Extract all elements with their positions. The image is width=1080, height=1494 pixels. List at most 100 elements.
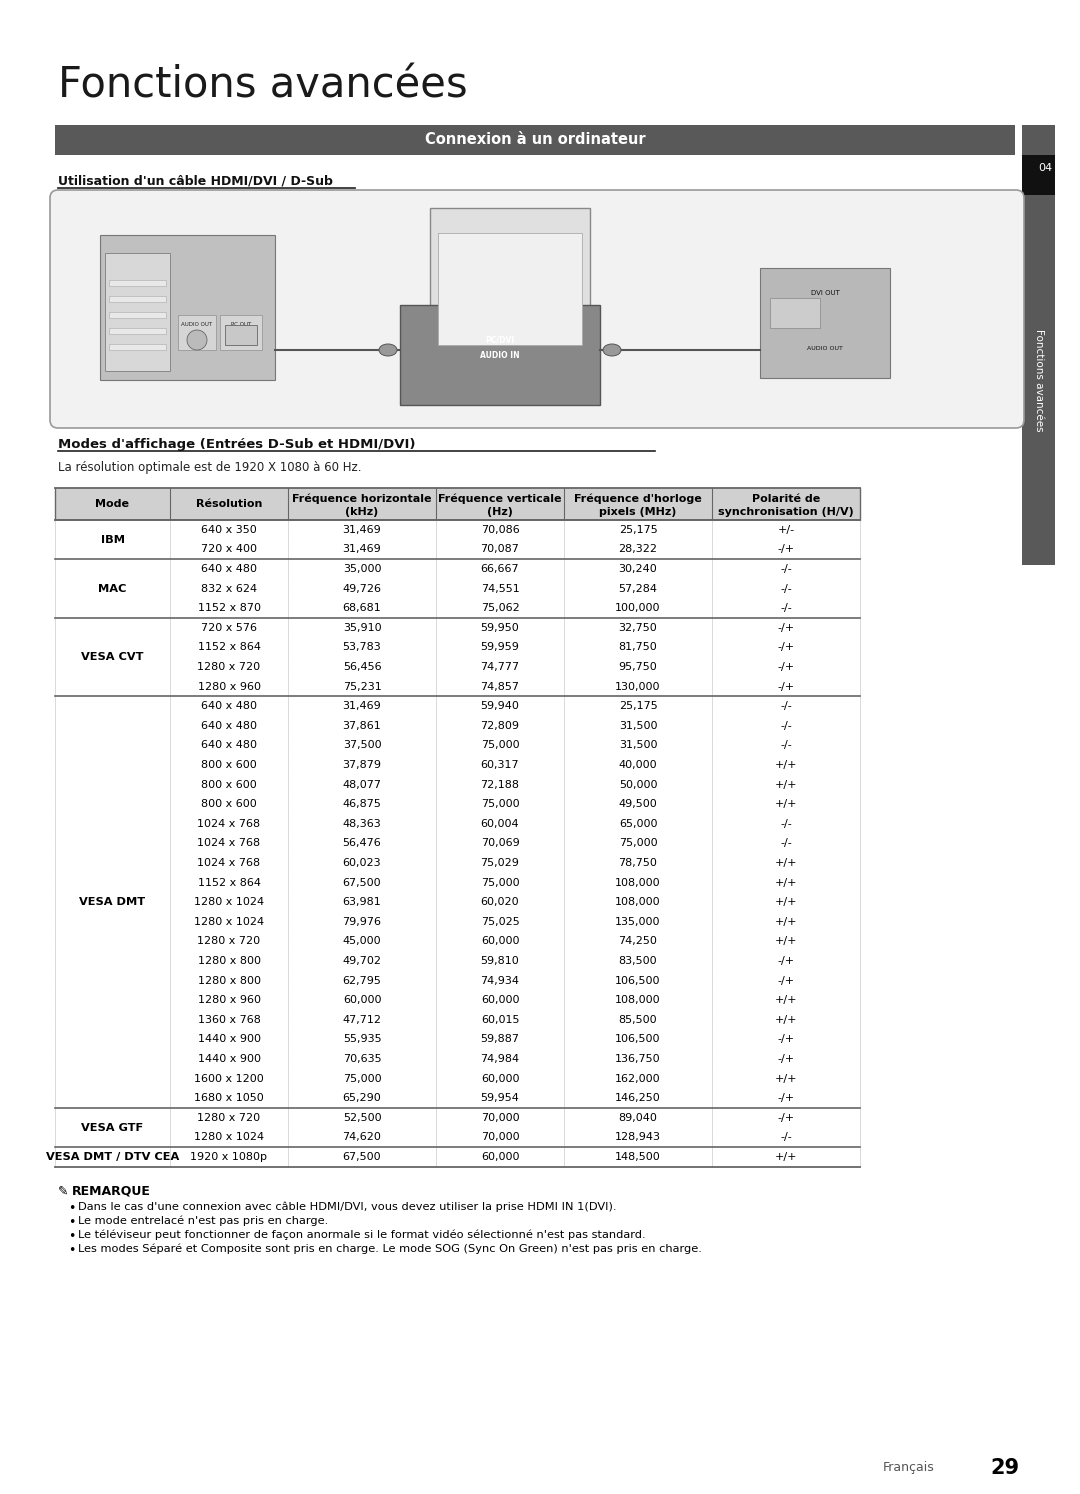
Text: 800 x 600: 800 x 600	[201, 760, 257, 769]
Text: 1280 x 960: 1280 x 960	[198, 995, 260, 1005]
Text: -/-: -/-	[780, 584, 792, 593]
Text: VESA DMT: VESA DMT	[80, 898, 146, 907]
Text: 74,984: 74,984	[481, 1053, 519, 1064]
Text: 32,750: 32,750	[619, 623, 658, 633]
Text: 55,935: 55,935	[342, 1034, 381, 1044]
Text: 65,290: 65,290	[342, 1094, 381, 1103]
Text: 66,667: 66,667	[481, 565, 519, 574]
Text: 1280 x 720: 1280 x 720	[198, 1113, 260, 1123]
Bar	[55, 677, 860, 696]
Text: Fréquence horizontale: Fréquence horizontale	[293, 493, 432, 505]
Text: 57,284: 57,284	[619, 584, 658, 593]
Text: 52,500: 52,500	[342, 1113, 381, 1123]
Text: MAC: MAC	[98, 584, 126, 593]
Text: 60,000: 60,000	[481, 1152, 519, 1162]
Text: 50,000: 50,000	[619, 780, 658, 790]
Bar	[109, 296, 166, 302]
Text: ✎: ✎	[58, 1185, 68, 1198]
Text: 74,934: 74,934	[481, 976, 519, 986]
Bar	[55, 638, 860, 657]
Text: 56,456: 56,456	[342, 662, 381, 672]
Text: Polarité de: Polarité de	[752, 495, 820, 503]
Text: 47,712: 47,712	[342, 1014, 381, 1025]
Text: Fréquence verticale: Fréquence verticale	[438, 493, 562, 505]
Text: Résolution: Résolution	[195, 499, 262, 509]
Text: 136,750: 136,750	[616, 1053, 661, 1064]
Text: 78,750: 78,750	[619, 858, 658, 868]
Text: AUDIO OUT: AUDIO OUT	[807, 345, 842, 351]
Text: PC/DVI: PC/DVI	[485, 336, 515, 345]
Text: +/+: +/+	[774, 1152, 797, 1162]
Text: VESA DMT / DTV CEA: VESA DMT / DTV CEA	[45, 1152, 179, 1162]
Text: +/+: +/+	[774, 799, 797, 810]
Bar	[1022, 125, 1055, 155]
Text: 75,000: 75,000	[481, 799, 519, 810]
Text: +/+: +/+	[774, 937, 797, 946]
Bar	[55, 991, 860, 1010]
Text: 79,976: 79,976	[342, 917, 381, 926]
Text: La résolution optimale est de 1920 X 1080 à 60 Hz.: La résolution optimale est de 1920 X 108…	[58, 462, 362, 474]
Text: 108,000: 108,000	[616, 995, 661, 1005]
Text: 25,175: 25,175	[619, 701, 658, 711]
Text: 720 x 576: 720 x 576	[201, 623, 257, 633]
Text: 60,023: 60,023	[342, 858, 381, 868]
Text: 49,702: 49,702	[342, 956, 381, 967]
Text: DVI OUT: DVI OUT	[811, 290, 839, 296]
Bar	[55, 911, 860, 932]
Bar	[55, 754, 860, 775]
Bar	[55, 716, 860, 735]
Text: Dans le cas d'une connexion avec câble HDMI/DVI, vous devez utiliser la prise HD: Dans le cas d'une connexion avec câble H…	[78, 1201, 617, 1212]
Text: 59,954: 59,954	[481, 1094, 519, 1103]
Text: 1152 x 870: 1152 x 870	[198, 604, 260, 613]
Text: 640 x 350: 640 x 350	[201, 524, 257, 535]
Text: +/-: +/-	[778, 524, 795, 535]
Text: 162,000: 162,000	[616, 1074, 661, 1083]
Text: 37,879: 37,879	[342, 760, 381, 769]
Text: 95,750: 95,750	[619, 662, 658, 672]
Text: +/+: +/+	[774, 995, 797, 1005]
Text: AUDIO IN: AUDIO IN	[481, 351, 519, 360]
Text: -/+: -/+	[778, 544, 795, 554]
Text: 67,500: 67,500	[342, 877, 381, 887]
Text: 146,250: 146,250	[616, 1094, 661, 1103]
Text: 1024 x 768: 1024 x 768	[198, 838, 260, 849]
Text: Français: Français	[883, 1461, 935, 1475]
Text: Modes d'affichage (Entrées D-Sub et HDMI/DVI): Modes d'affichage (Entrées D-Sub et HDMI…	[58, 438, 416, 451]
Text: +/+: +/+	[774, 760, 797, 769]
Bar	[109, 312, 166, 318]
Text: 1280 x 1024: 1280 x 1024	[194, 1132, 265, 1143]
Text: 35,910: 35,910	[342, 623, 381, 633]
Text: 40,000: 40,000	[619, 760, 658, 769]
Text: 1024 x 768: 1024 x 768	[198, 819, 260, 829]
Text: 135,000: 135,000	[616, 917, 661, 926]
Text: 04: 04	[1038, 163, 1052, 173]
Text: 148,500: 148,500	[616, 1152, 661, 1162]
Bar	[55, 775, 860, 795]
Text: 75,000: 75,000	[619, 838, 658, 849]
Text: 800 x 600: 800 x 600	[201, 780, 257, 790]
Bar	[109, 344, 166, 350]
Text: PC OUT: PC OUT	[231, 323, 252, 327]
Text: •: •	[68, 1216, 76, 1228]
Text: 37,861: 37,861	[342, 720, 381, 731]
Text: 60,020: 60,020	[481, 898, 519, 907]
Bar	[109, 279, 166, 285]
Text: 1280 x 960: 1280 x 960	[198, 681, 260, 692]
Text: 72,809: 72,809	[481, 720, 519, 731]
Bar	[55, 657, 860, 677]
Text: 70,635: 70,635	[342, 1053, 381, 1064]
Text: Le téléviseur peut fonctionner de façon anormale si le format vidéo sélectionné : Le téléviseur peut fonctionner de façon …	[78, 1230, 646, 1240]
Text: +/+: +/+	[774, 1074, 797, 1083]
Text: 75,025: 75,025	[481, 917, 519, 926]
Bar	[109, 329, 166, 335]
Text: 1280 x 1024: 1280 x 1024	[194, 898, 265, 907]
Text: 106,500: 106,500	[616, 976, 661, 986]
Circle shape	[187, 330, 207, 350]
Text: 60,000: 60,000	[481, 995, 519, 1005]
Text: 46,875: 46,875	[342, 799, 381, 810]
Text: -/+: -/+	[778, 976, 795, 986]
Text: 832 x 624: 832 x 624	[201, 584, 257, 593]
Text: 31,469: 31,469	[342, 544, 381, 554]
Bar	[55, 1049, 860, 1068]
Text: VESA CVT: VESA CVT	[81, 653, 144, 662]
